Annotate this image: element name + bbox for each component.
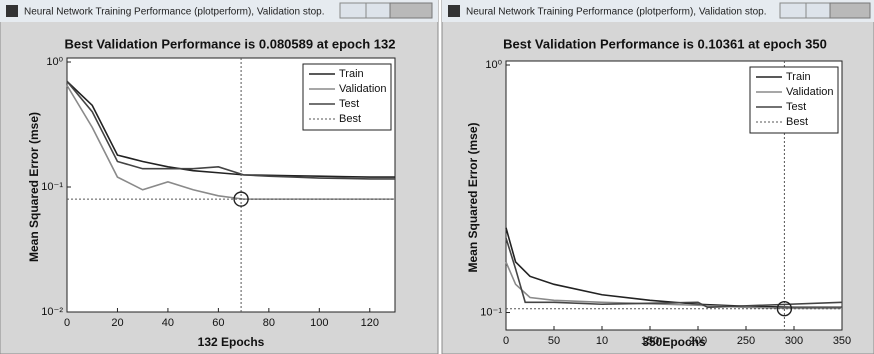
legend-label: Validation bbox=[339, 83, 387, 95]
chart-title: Best Validation Performance is 0.10361 a… bbox=[503, 36, 827, 51]
best-marker bbox=[233, 191, 249, 207]
app-icon bbox=[448, 5, 460, 17]
x-tick-label: 120 bbox=[361, 317, 379, 329]
x-tick-label: 150 bbox=[641, 335, 659, 347]
x-tick-label: 200 bbox=[689, 335, 707, 347]
maximize-button[interactable] bbox=[805, 2, 831, 19]
series-line bbox=[505, 227, 842, 309]
y-tick-label: 10⁻¹ bbox=[41, 181, 63, 193]
x-tick-label: 50 bbox=[548, 335, 560, 347]
y-tick-label: 10⁻² bbox=[41, 306, 63, 318]
title-bar bbox=[0, 0, 438, 22]
window-title: Neural Network Training Performance (plo… bbox=[24, 7, 325, 18]
close-button[interactable] bbox=[389, 2, 433, 19]
y-tick-label: 10⁻¹ bbox=[480, 306, 502, 318]
title-bar bbox=[442, 0, 874, 22]
x-tick-label: 250 bbox=[737, 335, 755, 347]
app-icon bbox=[6, 5, 18, 17]
series-line bbox=[66, 80, 395, 180]
maximize-button[interactable] bbox=[365, 2, 391, 19]
window-title: Neural Network Training Performance (plo… bbox=[466, 7, 767, 18]
x-tick-label: 80 bbox=[263, 317, 275, 329]
x-tick-label: 10 bbox=[596, 335, 608, 347]
x-axis-label: 350Epochs bbox=[642, 335, 706, 349]
y-axis-label: Mean Squared Error (mse) bbox=[27, 112, 41, 262]
legend-label: Validation bbox=[786, 86, 834, 98]
x-tick-label: 60 bbox=[212, 317, 224, 329]
close-button[interactable] bbox=[829, 2, 871, 19]
legend-label: Test bbox=[339, 98, 359, 110]
x-tick-label: 100 bbox=[310, 317, 328, 329]
legend-label: Best bbox=[339, 113, 361, 125]
x-tick-label: 300 bbox=[785, 335, 803, 347]
x-tick-label: 0 bbox=[64, 317, 70, 329]
series-line bbox=[505, 261, 842, 310]
x-tick-label: 0 bbox=[503, 335, 509, 347]
legend-label: Train bbox=[339, 68, 364, 80]
legend-label: Train bbox=[786, 71, 811, 83]
y-tick-label: 10⁰ bbox=[485, 59, 502, 71]
x-tick-label: 350 bbox=[833, 335, 851, 347]
minimize-button[interactable] bbox=[339, 2, 367, 19]
x-tick-label: 20 bbox=[111, 317, 123, 329]
y-axis-label: Mean Squared Error (mse) bbox=[466, 122, 480, 272]
best-marker bbox=[776, 301, 793, 317]
legend-label: Best bbox=[786, 116, 808, 128]
x-axis-label: 132 Epochs bbox=[198, 335, 265, 349]
x-tick-label: 40 bbox=[162, 317, 174, 329]
y-tick-label: 10⁰ bbox=[46, 56, 63, 68]
series-line bbox=[505, 237, 843, 309]
series-line bbox=[66, 80, 395, 178]
minimize-button[interactable] bbox=[779, 2, 807, 19]
chart-title: Best Validation Performance is 0.080589 … bbox=[65, 36, 396, 51]
legend-label: Test bbox=[786, 101, 806, 113]
